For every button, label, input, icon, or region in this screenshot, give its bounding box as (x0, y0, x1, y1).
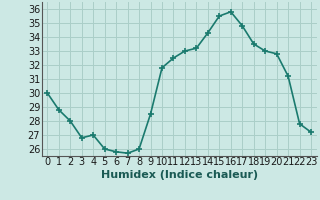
X-axis label: Humidex (Indice chaleur): Humidex (Indice chaleur) (100, 170, 258, 180)
